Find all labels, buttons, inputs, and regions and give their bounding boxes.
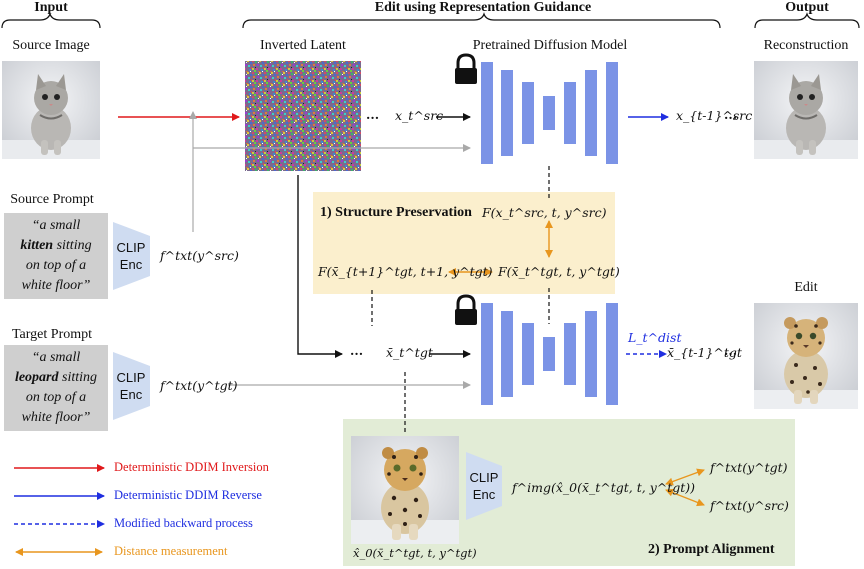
prompt-text: “a small	[31, 218, 81, 233]
legend-distance: Distance measurement	[114, 544, 228, 558]
x-tgt-prev: x̄_{t-1}^tgt	[667, 345, 742, 360]
F-src: F(x_t^src, t, y^src)	[482, 205, 607, 220]
distance-arrow-src	[665, 488, 705, 507]
noise-latent-image	[245, 61, 361, 171]
prompt-text: on top of a	[25, 258, 87, 273]
clip-encoder-source-shape	[113, 222, 150, 290]
output-header: Output	[785, 0, 829, 15]
prompt-keyword: kitten	[20, 238, 54, 253]
f-img: f^img(x̂_0(x̄_t^tgt, t, y^tgt))	[512, 480, 696, 495]
unet-bottom	[481, 303, 618, 405]
input-header: Input	[34, 0, 68, 15]
edit-brace	[242, 12, 721, 29]
legend-reverse: Deterministic DDIM Reverse	[114, 488, 262, 502]
x-src-prev: x_{t-1}^src	[676, 108, 753, 123]
prompt-text: white floor”	[21, 278, 91, 293]
ellipsis-tgt: ···	[350, 346, 364, 361]
ftxt-target: f^txt(y^tgt)	[160, 378, 238, 393]
structure-preservation-panel	[313, 192, 615, 294]
ellipsis-src: ···	[366, 110, 380, 125]
output-brace	[754, 12, 860, 29]
prompt-text: sitting	[53, 238, 92, 253]
lock-icon	[455, 294, 477, 325]
leopard-image	[754, 303, 858, 409]
distance-arrow-tgt	[665, 468, 705, 486]
reconstruction-label: Reconstruction	[763, 38, 849, 53]
clip-encoder-image-shape	[466, 452, 502, 520]
l-dist: L_t^dist	[628, 330, 682, 345]
F-tgt: F(x̄_t^tgt, t, y^tgt)	[498, 264, 620, 279]
unet-top	[481, 62, 618, 164]
x-src: x_t^src	[395, 108, 444, 123]
edit-label: Edit	[794, 280, 818, 295]
ellipsis-rec: ···	[724, 110, 738, 125]
ftxt-src-align: f^txt(y^src)	[710, 498, 789, 513]
legend-modified: Modified backward process	[114, 516, 253, 530]
pretrained-model-label: Pretrained Diffusion Model	[472, 38, 628, 53]
latent-to-target-arrow	[297, 175, 343, 358]
ftxt-tgt-align: f^txt(y^tgt)	[710, 460, 788, 475]
legend-inversion: Deterministic DDIM Inversion	[114, 460, 269, 474]
source-prompt-box: “a small kitten sitting on top of a whit…	[4, 213, 108, 299]
prompt-text: white floor”	[21, 410, 91, 425]
input-brace	[1, 12, 101, 29]
source-image-label: Source Image	[12, 38, 90, 53]
ftxt-source: f^txt(y^src)	[160, 248, 239, 263]
source-prompt-label: Source Prompt	[10, 192, 94, 207]
F-tgt-next: F(x̄_{t+1}^tgt, t+1, y^tgt)	[318, 264, 493, 279]
clip-encoder-target: CLIP Enc	[113, 369, 149, 403]
clip-encoder-image: CLIP Enc	[466, 469, 502, 503]
clip-encoder-source: CLIP Enc	[113, 239, 149, 273]
prompt-text: “a small	[31, 350, 81, 365]
edit-header: Edit using Representation Guidance	[374, 0, 592, 15]
clip-label: CLIP	[116, 240, 146, 255]
x0-hat-label: x̂_0(x̄_t^tgt, t, y^tgt)	[353, 546, 477, 560]
enc-label: Enc	[119, 257, 143, 272]
prompt-text: on top of a	[25, 390, 87, 405]
kitten-image	[2, 61, 100, 159]
x-tgt: x̄_t^tgt	[386, 345, 433, 360]
x0-hat-image	[351, 436, 459, 544]
ellipsis-edit: ···	[724, 346, 738, 361]
prompt-text: sitting	[58, 370, 98, 385]
prompt-keyword: leopard	[14, 370, 59, 385]
structure-preservation-title: 1) Structure Preservation	[320, 205, 472, 220]
clip-encoder-target-shape	[113, 352, 150, 420]
target-prompt-label: Target Prompt	[11, 327, 93, 342]
enc-label: Enc	[119, 387, 143, 402]
prompt-alignment-title: 2) Prompt Alignment	[648, 542, 775, 557]
lock-icon	[455, 53, 477, 84]
target-prompt-box: “a small leopard sitting on top of a whi…	[4, 345, 108, 431]
clip-label: CLIP	[116, 370, 146, 385]
enc-label: Enc	[472, 487, 496, 502]
inverted-latent-label: Inverted Latent	[260, 38, 346, 53]
reconstruction-image	[754, 61, 858, 159]
clip-label: CLIP	[469, 470, 499, 485]
